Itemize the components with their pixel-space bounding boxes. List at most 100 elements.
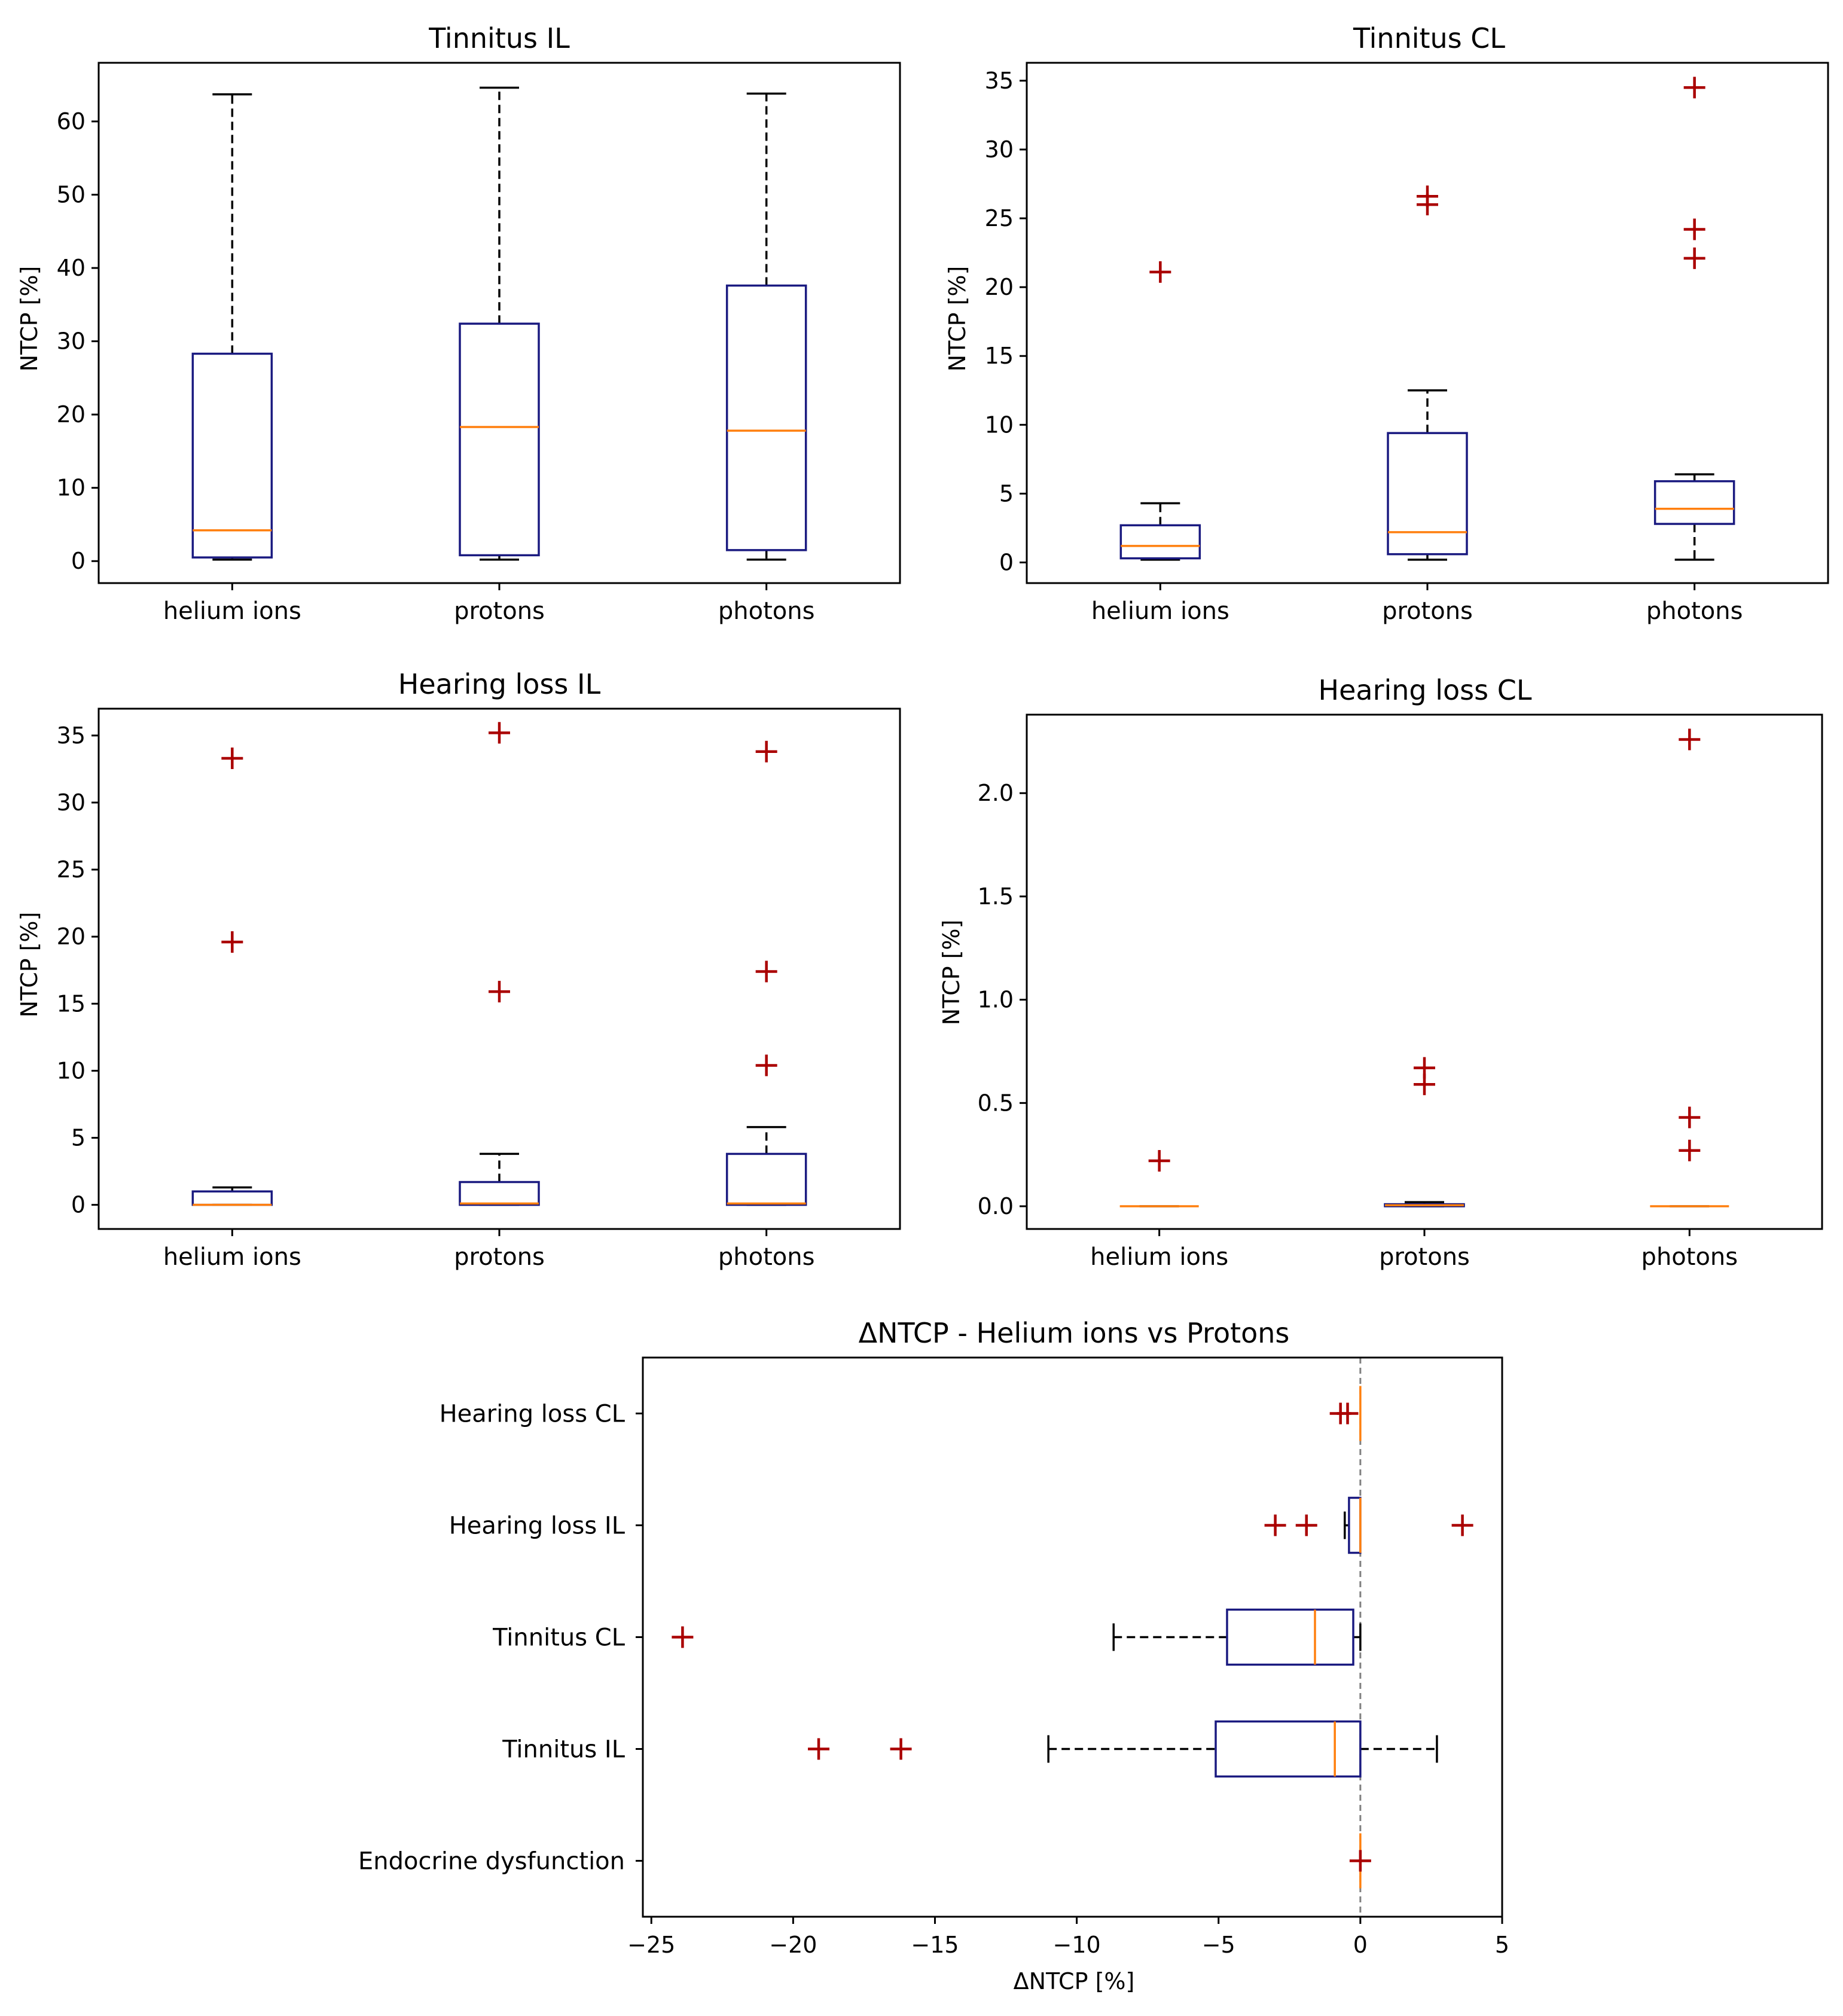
panel-title: Hearing loss CL <box>1319 674 1532 706</box>
x-category-label: protons <box>1379 1243 1470 1271</box>
y-tick-label: 25 <box>57 856 86 883</box>
x-tick-label: −5 <box>1202 1932 1235 1958</box>
plot-frame <box>642 1356 1503 1918</box>
flier-marker <box>221 931 243 953</box>
y-tick-label: 10 <box>985 411 1014 438</box>
x-tick-label: −20 <box>769 1932 817 1958</box>
box-group-2 <box>459 722 540 1206</box>
y-tick-label: 35 <box>57 722 86 749</box>
x-category-label: protons <box>1382 597 1473 625</box>
x-tick-label: −15 <box>911 1932 959 1958</box>
box-group-2 <box>1387 185 1468 561</box>
y-category-label: Tinnitus CL <box>492 1624 625 1652</box>
y-tick-label: 15 <box>57 990 86 1017</box>
x-category-label: photons <box>718 1243 815 1271</box>
y-tick-label: 20 <box>57 401 86 428</box>
flier-marker <box>1417 185 1438 208</box>
box-group-1 <box>1119 1150 1199 1207</box>
x-category-label: helium ions <box>163 1243 301 1271</box>
iqr-box <box>1119 524 1201 560</box>
y-tick-label: 5 <box>71 1125 86 1151</box>
flier-marker <box>489 981 510 1003</box>
y-tick-label: 0 <box>999 549 1014 575</box>
box-group-3 <box>725 92 807 561</box>
iqr-box <box>191 352 273 559</box>
box-group-3 <box>672 1608 1362 1666</box>
box-group-2 <box>1264 1496 1473 1554</box>
flier-marker <box>1264 1514 1286 1536</box>
flier-marker <box>1295 1514 1317 1536</box>
flier-marker <box>1683 218 1705 240</box>
y-category-label: Tinnitus IL <box>502 1736 625 1764</box>
flier-marker <box>1414 1057 1435 1079</box>
box-group-5 <box>1349 1833 1371 1889</box>
flier-marker <box>489 722 510 744</box>
flier-marker <box>1683 247 1705 269</box>
plot-frame <box>1026 713 1823 1230</box>
iqr-box <box>1215 1720 1362 1778</box>
y-axis-label: NTCP [%] <box>944 266 971 372</box>
y-tick-label: 10 <box>57 475 86 501</box>
flier-marker <box>808 1738 830 1760</box>
panel-hearing-loss-il: Hearing loss IL NTCP [%] 0 5 10 15 20 25 30 35 h… <box>16 668 901 1271</box>
flier-marker <box>672 1626 694 1648</box>
y-tick-label: 1.0 <box>978 987 1014 1013</box>
flier-marker <box>890 1738 912 1760</box>
box-group-2 <box>1384 1057 1465 1207</box>
plot-frame <box>97 707 901 1230</box>
x-category-label: helium ions <box>1091 597 1229 625</box>
flier-marker <box>1337 1402 1359 1425</box>
y-tick-label: 40 <box>57 255 86 281</box>
y-tick-label: 50 <box>57 182 86 208</box>
x-category-label: photons <box>1641 1243 1738 1271</box>
flier-marker <box>1679 1139 1701 1161</box>
panel-tinnitus-cl: Tinnitus CL NTCP [%] 0 5 10 15 20 25 30 35 heliu… <box>944 22 1829 625</box>
flier-marker <box>755 1054 777 1076</box>
box-group-1 <box>1329 1386 1362 1441</box>
iqr-box <box>725 284 807 551</box>
x-category-label: helium ions <box>163 597 301 625</box>
y-tick-label: 60 <box>57 108 86 135</box>
box-group-2 <box>459 86 540 561</box>
flier-marker <box>755 960 777 983</box>
flier-marker <box>221 747 243 769</box>
box-group-3 <box>1650 728 1729 1207</box>
y-axis-label: NTCP [%] <box>16 266 42 372</box>
y-tick-label: 0.0 <box>978 1193 1014 1219</box>
flier-marker <box>1149 261 1171 283</box>
panel-hearing-loss-cl: Hearing loss CL NTCP [%] 0.0 0.5 1.0 1.5 2.0… <box>938 674 1823 1271</box>
panel-title: Hearing loss IL <box>398 668 601 700</box>
y-tick-label: 15 <box>985 343 1014 369</box>
box-group-1 <box>191 747 273 1206</box>
iqr-box <box>191 1190 273 1206</box>
y-tick-label: 30 <box>57 328 86 355</box>
y-tick-label: 35 <box>985 68 1014 94</box>
y-axis-label: NTCP [%] <box>938 920 965 1026</box>
panel-title: ΔNTCP - Helium ions vs Protons <box>859 1317 1290 1349</box>
x-tick-label: 5 <box>1495 1932 1509 1958</box>
x-category-label: photons <box>718 597 815 625</box>
y-tick-label: 2.0 <box>978 780 1014 806</box>
box-group-4 <box>808 1720 1438 1778</box>
panel-title: Tinnitus CL <box>1353 22 1505 54</box>
x-tick-label: 0 <box>1353 1932 1368 1958</box>
flier-marker <box>1679 728 1701 751</box>
y-tick-label: 0 <box>71 1192 86 1218</box>
y-axis-label: NTCP [%] <box>16 912 42 1018</box>
box-group-3 <box>1653 77 1735 561</box>
flier-marker <box>1679 1106 1701 1129</box>
iqr-box <box>459 1181 540 1206</box>
y-tick-label: 30 <box>985 136 1014 163</box>
y-category-label: Endocrine dysfunction <box>358 1848 625 1875</box>
iqr-box <box>725 1152 807 1206</box>
plot-frame <box>1026 62 1829 584</box>
iqr-box <box>459 322 540 557</box>
box-group-1 <box>1119 261 1201 561</box>
x-tick-label: −25 <box>627 1932 675 1958</box>
y-tick-label: 20 <box>985 274 1014 300</box>
panel-title: Tinnitus IL <box>428 22 570 54</box>
iqr-box <box>1387 432 1468 556</box>
panel-delta-ntcp: ΔNTCP - Helium ions vs Protons ΔNTCP [%]… <box>358 1317 1509 1994</box>
y-category-label: Hearing loss IL <box>449 1512 625 1540</box>
